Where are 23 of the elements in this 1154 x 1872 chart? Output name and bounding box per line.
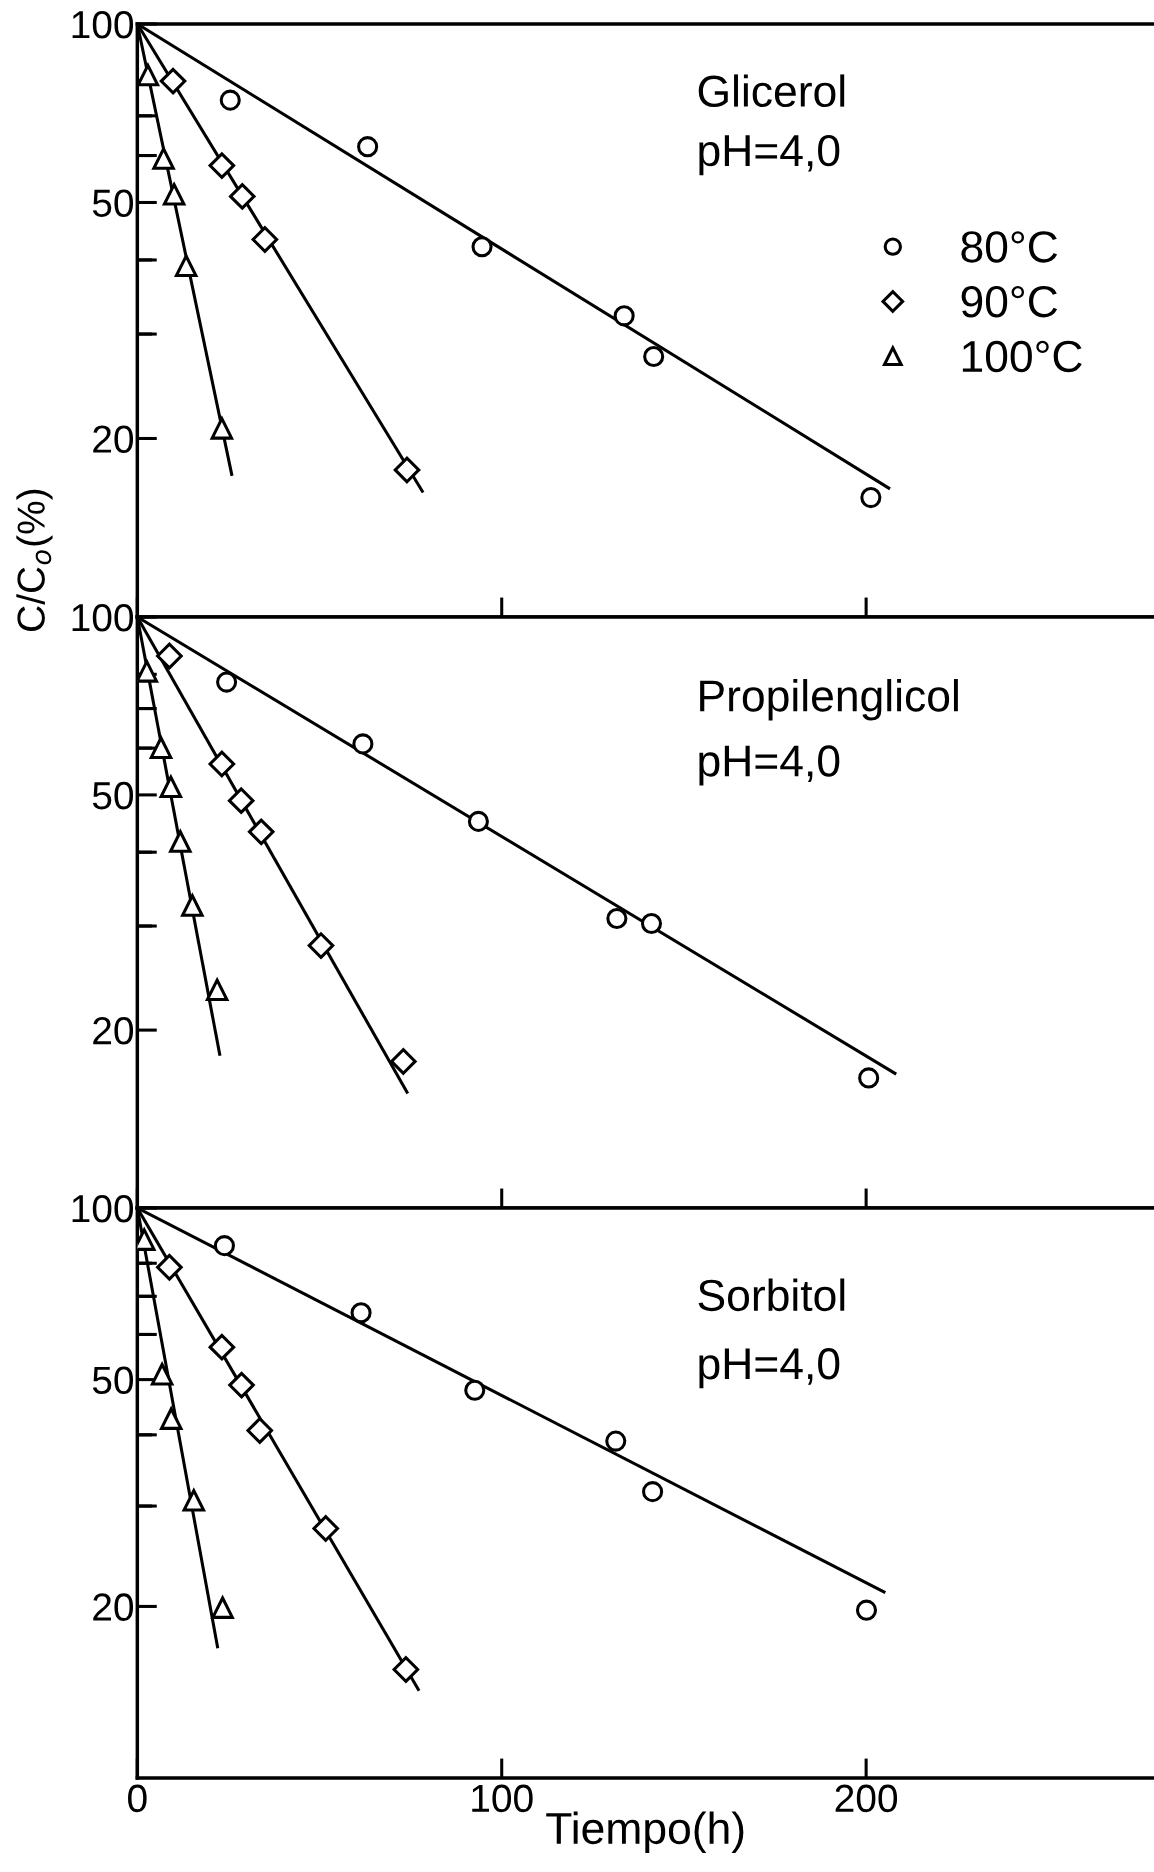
legend-label: 80°C (961, 231, 1058, 263)
y-tick-label: 20 (93, 425, 134, 453)
x-tick-label: 200 (835, 1784, 898, 1813)
text: Sorbitol (698, 1278, 845, 1312)
x-tick-label: 0 (128, 1784, 147, 1813)
legend-label: 90°C (961, 285, 1058, 318)
y-tick-label: 100 (72, 1194, 134, 1223)
y-tick-label: 20 (93, 1593, 134, 1621)
y-tick-label: 50 (92, 189, 134, 217)
y-tick-label: 20 (93, 1017, 134, 1045)
x-tick-label: 100 (472, 1784, 533, 1813)
text: pH=4,0 (699, 134, 840, 176)
legend-label: 100°C (962, 340, 1082, 373)
y-tick-label: 100 (72, 10, 134, 39)
y-tick-label: 50 (92, 1366, 134, 1395)
y-tick-label: 100 (72, 603, 134, 632)
x-axis-title: Tiempo(h) (546, 1811, 744, 1853)
y-tick-label: 50 (92, 781, 134, 810)
text: pH=4,0 (699, 1348, 840, 1389)
text: Glicerol (698, 74, 845, 108)
text: Propilenglicol (700, 679, 958, 721)
y-axis-title: C/C$_{o}$(%) (16, 489, 53, 631)
text: pH=4,0 (699, 745, 840, 786)
